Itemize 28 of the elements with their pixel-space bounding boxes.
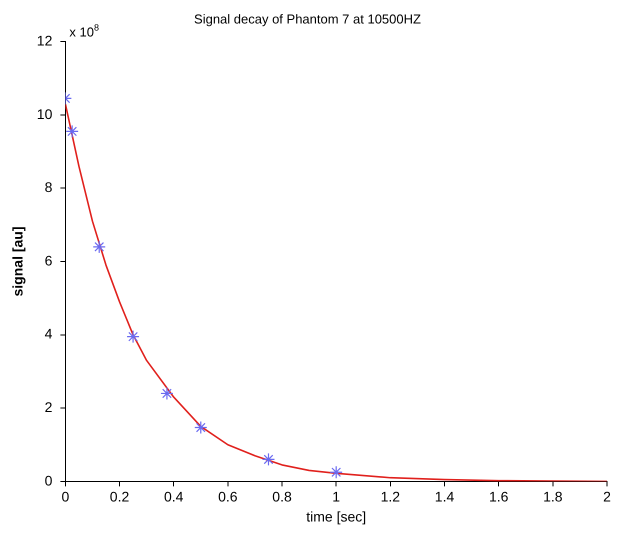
- x-tick-label: 2: [603, 488, 612, 505]
- x-axis-title: time [sec]: [306, 508, 366, 524]
- y-tick-label: 8: [44, 179, 53, 196]
- point: [92, 240, 106, 254]
- x-tick-label: 1.6: [488, 488, 509, 505]
- chart-title: Signal decay of Phantom 7 at 10500HZ: [194, 11, 422, 26]
- x-tick-label: 0.8: [272, 488, 292, 505]
- point: [66, 124, 79, 138]
- x-tick-label: 1.2: [380, 488, 400, 505]
- x-tick-label: 1.8: [543, 488, 563, 505]
- x-tick-label: 0: [61, 488, 70, 505]
- y-tick-label: 6: [44, 252, 53, 268]
- point: [330, 466, 343, 479]
- y-tick-label: 2: [44, 398, 53, 415]
- y-tick-label: 4: [44, 326, 53, 342]
- point: [194, 420, 208, 434]
- y-tick-label: 12: [36, 32, 53, 48]
- y-tick-label: 0: [44, 472, 53, 488]
- x-tick-label: 1: [332, 488, 340, 505]
- x-tick-label: 0.4: [164, 488, 184, 505]
- x-tick-label: 1.4: [434, 488, 454, 505]
- y-tick-label: 10: [36, 106, 53, 122]
- point: [262, 452, 276, 466]
- y-axis-title: signal [au]: [9, 226, 26, 297]
- x-tick-label: 0.6: [218, 488, 238, 505]
- point: [126, 330, 140, 344]
- x-tick-label: 0.2: [110, 488, 130, 505]
- point: [160, 386, 174, 400]
